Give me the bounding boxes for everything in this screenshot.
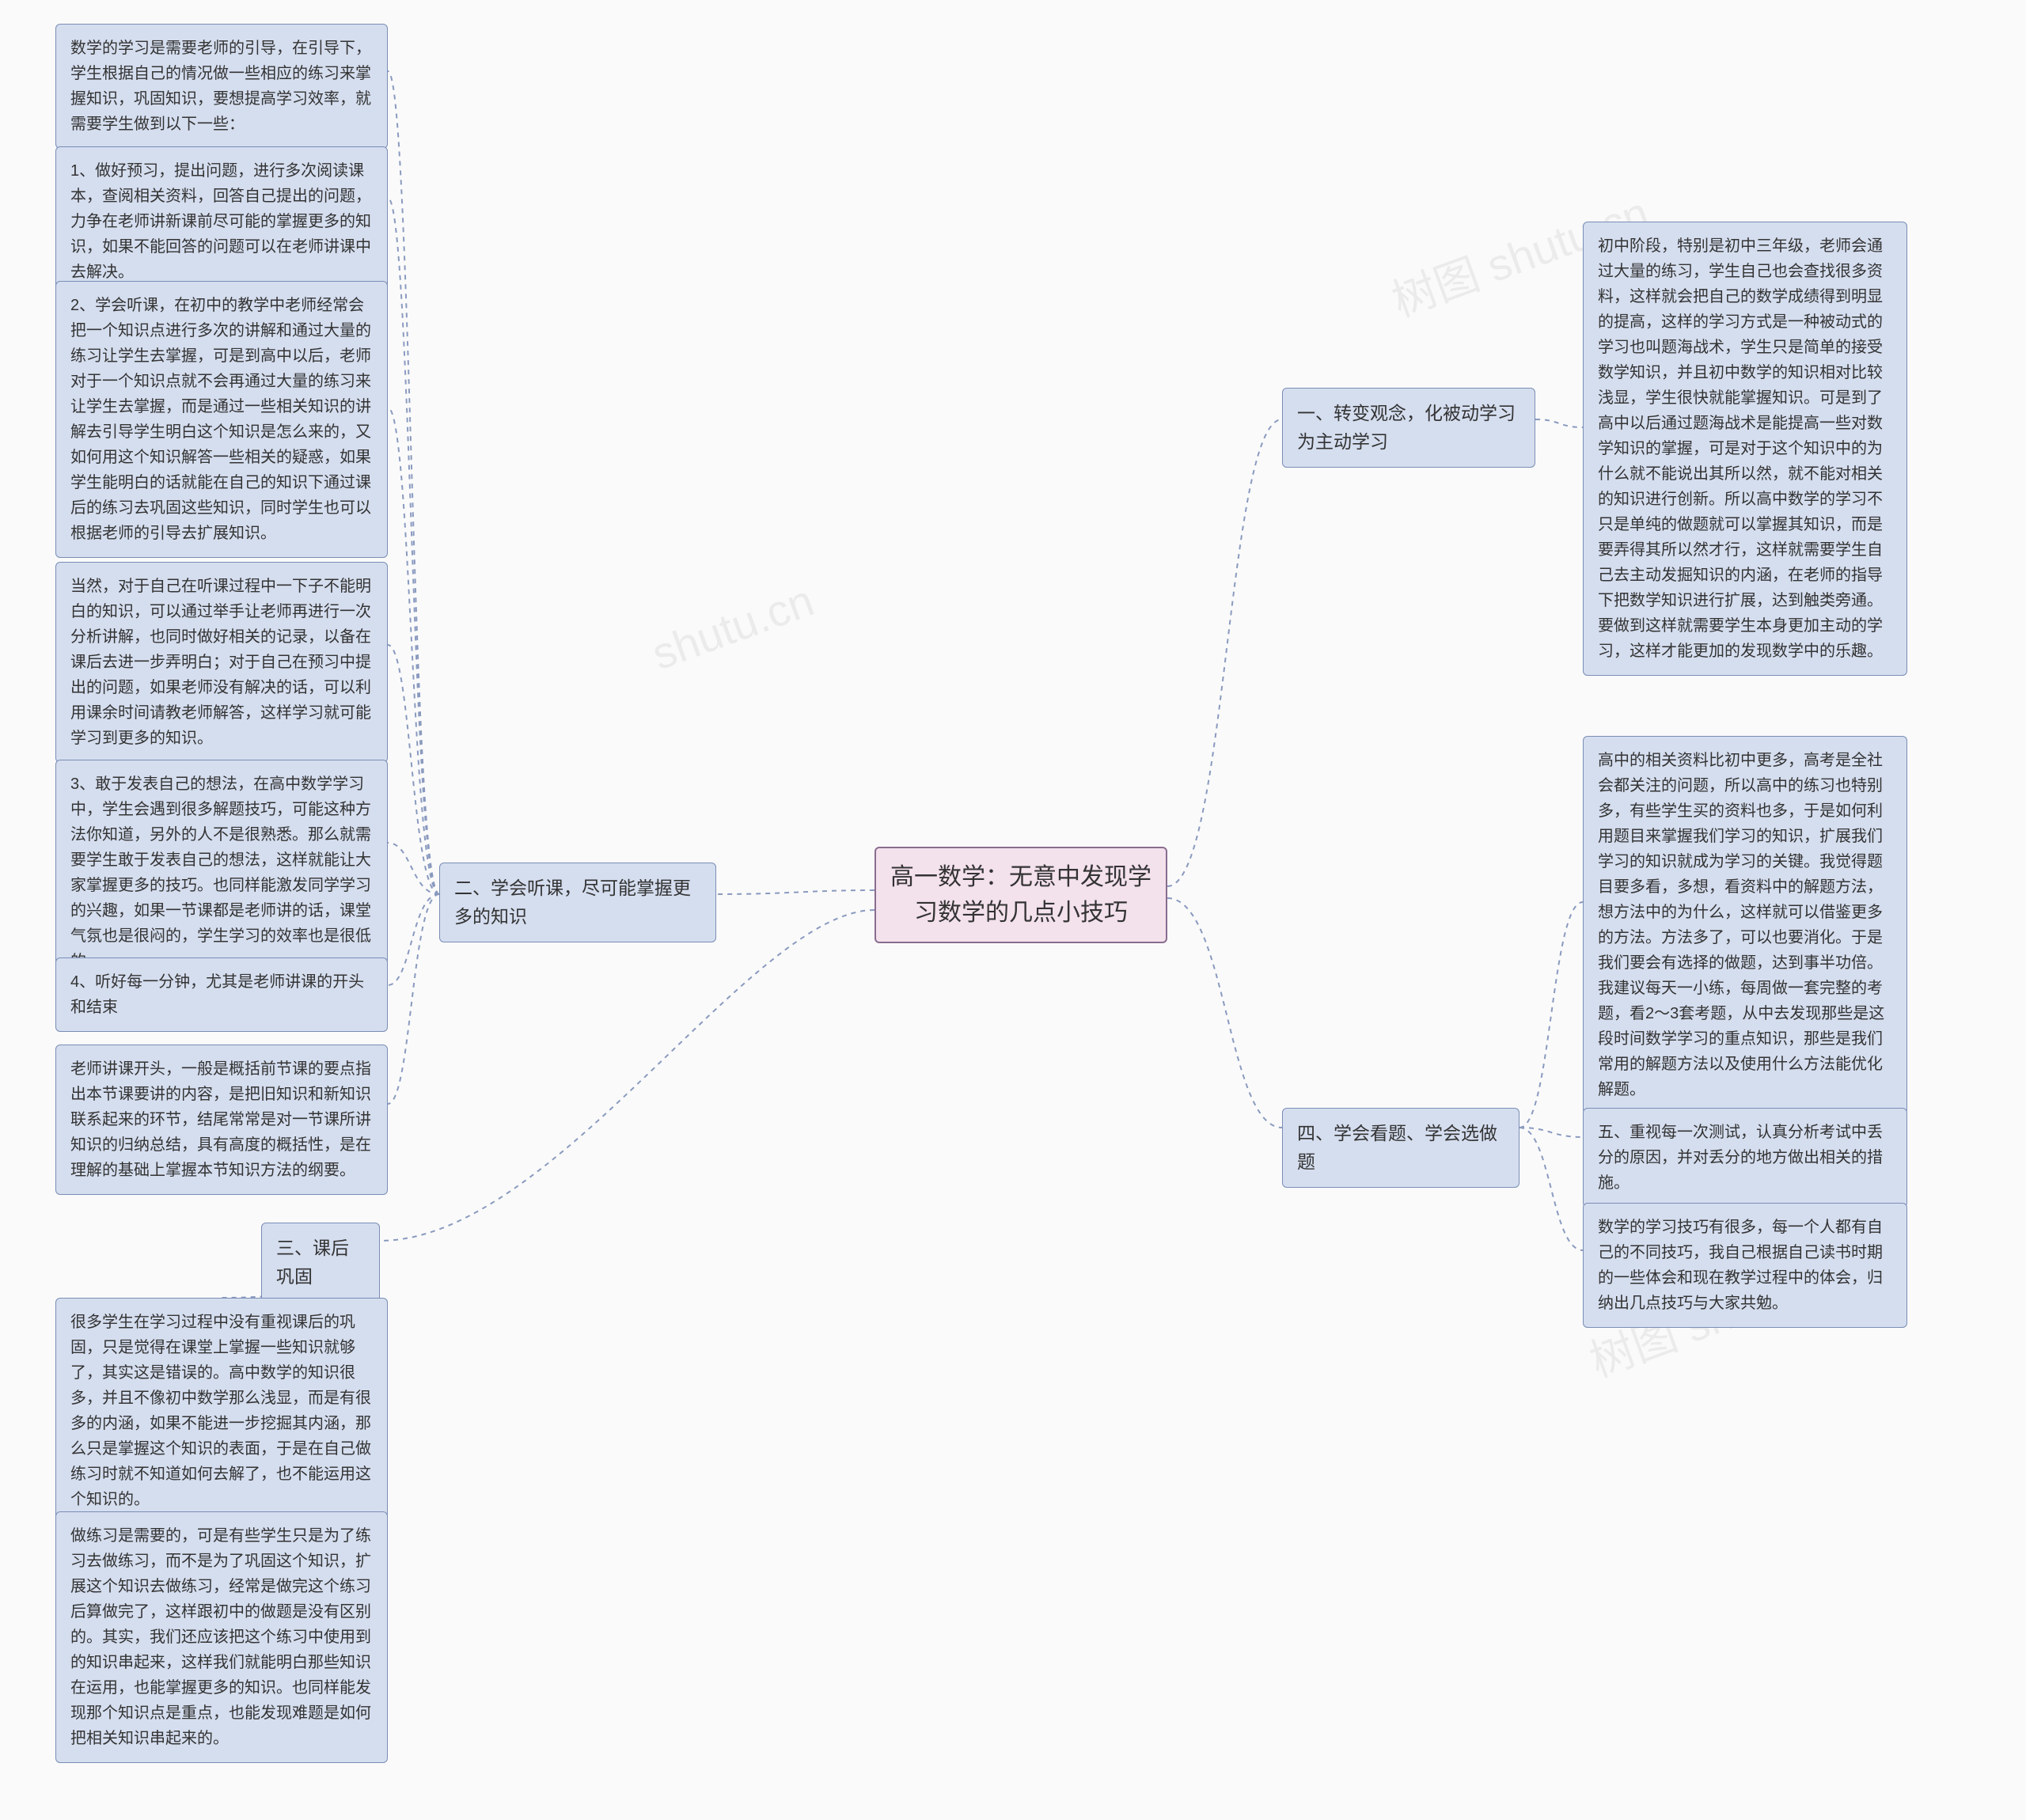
- leaf-text: 很多学生在学习过程中没有重视课后的巩固，只是觉得在课堂上掌握一些知识就够了，其实…: [70, 1314, 371, 1508]
- leaf-b2-4[interactable]: 当然，对于自己在听课过程中一下子不能明白的知识，可以通过举手让老师再进行一次分析…: [55, 562, 388, 763]
- leaf-text: 4、听好每一分钟，尤其是老师讲课的开头和结束: [70, 973, 364, 1016]
- branch-4[interactable]: 四、学会看题、学会选做题: [1282, 1108, 1520, 1188]
- branch-2[interactable]: 二、学会听课，尽可能掌握更多的知识: [439, 863, 716, 942]
- branch-3-label: 三、课后巩固: [276, 1238, 349, 1287]
- branch-4-label: 四、学会看题、学会选做题: [1297, 1123, 1497, 1172]
- leaf-b2-5[interactable]: 3、敢于发表自己的想法，在高中数学学习中，学生会遇到很多解题技巧，可能这种方法你…: [55, 760, 388, 986]
- leaf-b4-3[interactable]: 数学的学习技巧有很多，每一个人都有自己的不同技巧，我自己根据自己读书时期的一些体…: [1583, 1203, 1907, 1328]
- leaf-text: 老师讲课开头，一般是概括前节课的要点指出本节课要讲的内容，是把旧知识和新知识联系…: [70, 1060, 371, 1179]
- leaf-text: 数学的学习技巧有很多，每一个人都有自己的不同技巧，我自己根据自己读书时期的一些体…: [1598, 1219, 1883, 1312]
- root-label: 高一数学：无意中发现学习数学的几点小技巧: [890, 864, 1151, 926]
- branch-3[interactable]: 三、课后巩固: [261, 1223, 380, 1302]
- watermark: shutu.cn: [645, 574, 820, 680]
- leaf-b3-1[interactable]: 很多学生在学习过程中没有重视课后的巩固，只是觉得在课堂上掌握一些知识就够了，其实…: [55, 1298, 388, 1524]
- leaf-b1-1[interactable]: 初中阶段，特别是初中三年级，老师会通过大量的练习，学生自己也会查找很多资料，这样…: [1583, 222, 1907, 676]
- leaf-text: 1、做好预习，提出问题，进行多次阅读课本，查阅相关资料，回答自己提出的问题，力争…: [70, 162, 371, 281]
- leaf-text: 初中阶段，特别是初中三年级，老师会通过大量的练习，学生自己也会查找很多资料，这样…: [1598, 237, 1883, 660]
- leaf-b2-7[interactable]: 老师讲课开头，一般是概括前节课的要点指出本节课要讲的内容，是把旧知识和新知识联系…: [55, 1045, 388, 1195]
- leaf-b4-2[interactable]: 五、重视每一次测试，认真分析考试中丢分的原因，并对丢分的地方做出相关的措施。: [1583, 1108, 1907, 1208]
- branch-1[interactable]: 一、转变观念，化被动学习为主动学习: [1282, 388, 1535, 468]
- leaf-b2-6[interactable]: 4、听好每一分钟，尤其是老师讲课的开头和结束: [55, 957, 388, 1032]
- leaf-b2-3[interactable]: 2、学会听课，在初中的教学中老师经常会把一个知识点进行多次的讲解和通过大量的练习…: [55, 281, 388, 558]
- leaf-text: 做练习是需要的，可是有些学生只是为了练习去做练习，而不是为了巩固这个知识，扩展这…: [70, 1527, 371, 1747]
- branch-1-label: 一、转变观念，化被动学习为主动学习: [1297, 403, 1516, 452]
- leaf-b2-2[interactable]: 1、做好预习，提出问题，进行多次阅读课本，查阅相关资料，回答自己提出的问题，力争…: [55, 146, 388, 297]
- leaf-text: 五、重视每一次测试，认真分析考试中丢分的原因，并对丢分的地方做出相关的措施。: [1598, 1124, 1883, 1192]
- root-node[interactable]: 高一数学：无意中发现学习数学的几点小技巧: [875, 847, 1167, 943]
- leaf-b3-2[interactable]: 做练习是需要的，可是有些学生只是为了练习去做练习，而不是为了巩固这个知识，扩展这…: [55, 1511, 388, 1763]
- leaf-text: 数学的学习是需要老师的引导，在引导下，学生根据自己的情况做一些相应的练习来掌握知…: [70, 40, 371, 133]
- leaf-b4-1[interactable]: 高中的相关资料比初中更多，高考是全社会都关注的问题，所以高中的练习也特别多，有些…: [1583, 736, 1907, 1114]
- leaf-text: 高中的相关资料比初中更多，高考是全社会都关注的问题，所以高中的练习也特别多，有些…: [1598, 752, 1884, 1098]
- leaf-text: 当然，对于自己在听课过程中一下子不能明白的知识，可以通过举手让老师再进行一次分析…: [70, 578, 371, 747]
- leaf-text: 3、敢于发表自己的想法，在高中数学学习中，学生会遇到很多解题技巧，可能这种方法你…: [70, 775, 371, 970]
- leaf-b2-1[interactable]: 数学的学习是需要老师的引导，在引导下，学生根据自己的情况做一些相应的练习来掌握知…: [55, 24, 388, 149]
- branch-2-label: 二、学会听课，尽可能掌握更多的知识: [454, 878, 691, 927]
- leaf-text: 2、学会听课，在初中的教学中老师经常会把一个知识点进行多次的讲解和通过大量的练习…: [70, 297, 371, 542]
